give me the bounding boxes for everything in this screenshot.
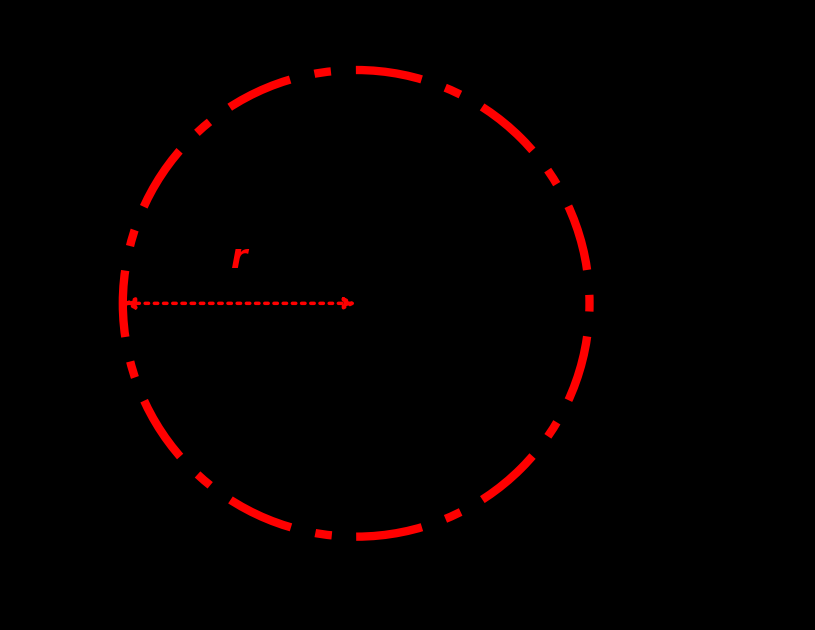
Text: r: r [231,243,248,275]
